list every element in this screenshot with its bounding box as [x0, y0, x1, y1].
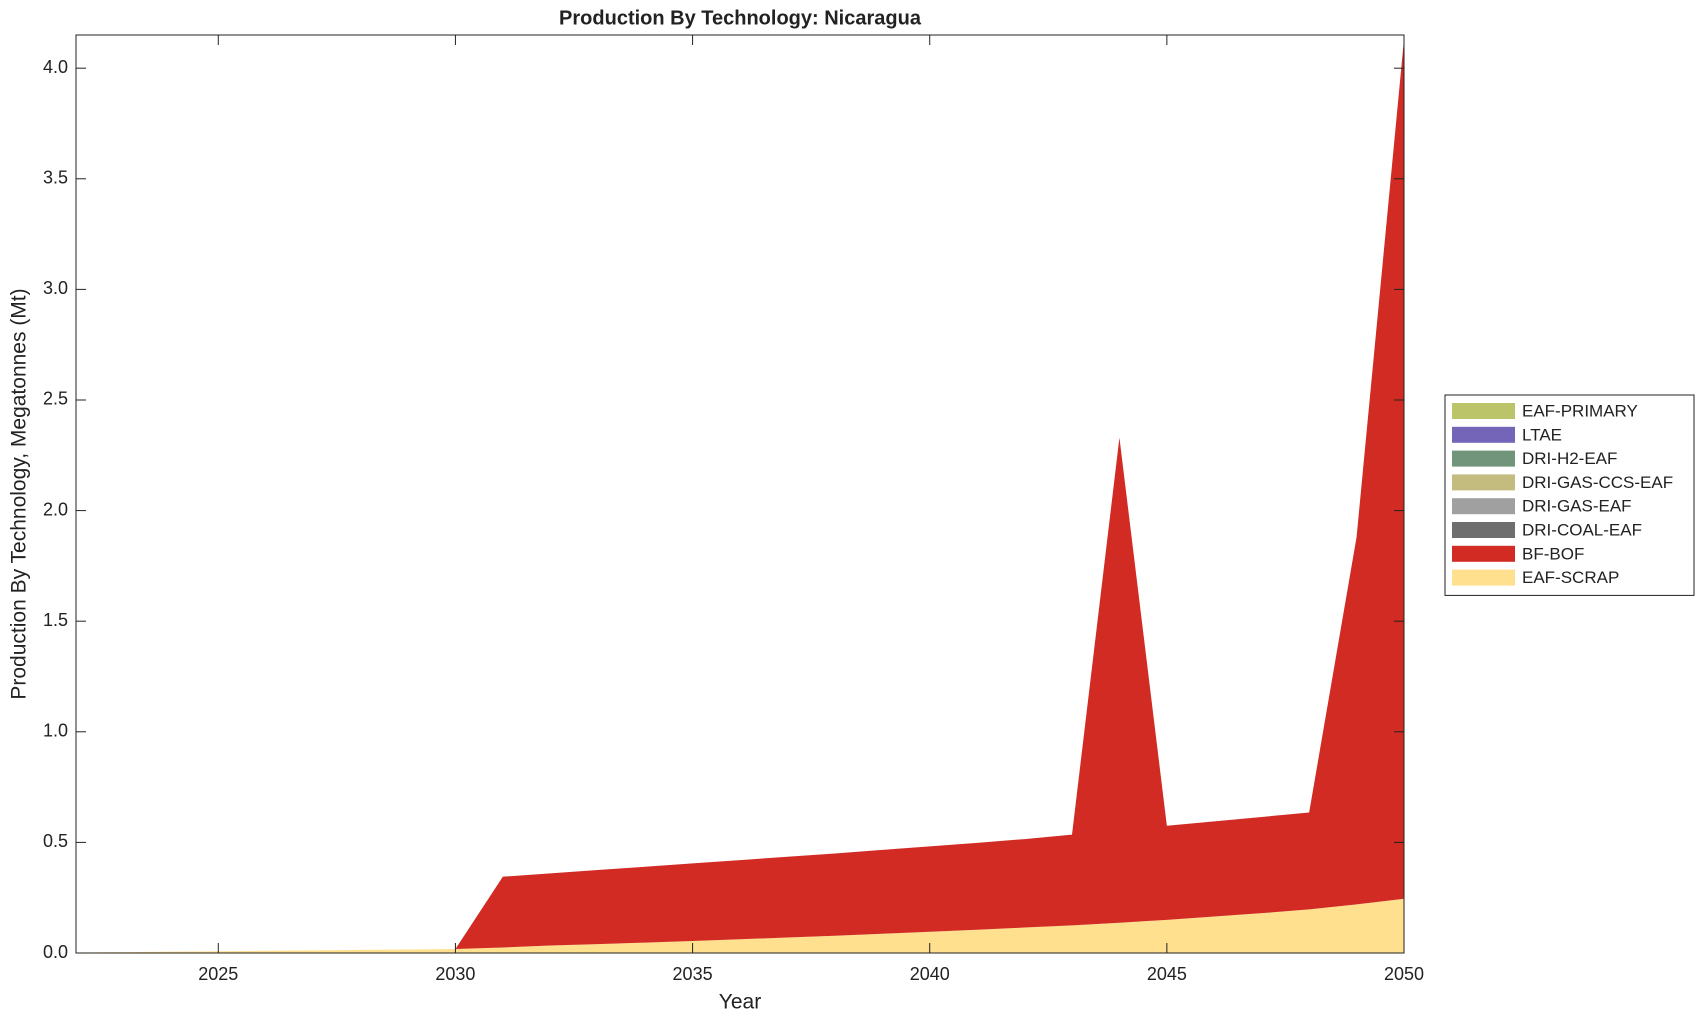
area — [76, 39, 1404, 953]
y-tick-label: 3.0 — [43, 278, 68, 298]
legend-label: DRI-H2-EAF — [1522, 449, 1617, 468]
area — [76, 39, 1404, 953]
area — [76, 39, 1404, 953]
y-tick-label: 4.0 — [43, 57, 68, 77]
legend-swatch — [1452, 474, 1515, 491]
area — [76, 39, 1404, 953]
x-axis-label: Year — [719, 991, 761, 1014]
legend-label: EAF-PRIMARY — [1522, 401, 1638, 420]
legend-swatch — [1452, 569, 1515, 586]
legend-label: DRI-GAS-EAF — [1522, 497, 1632, 516]
x-tick-label: 2045 — [1147, 964, 1187, 984]
legend: EAF-PRIMARY LTAE DRI-H2-EAF DRI-GAS-CCS-EAF… — [1444, 394, 1695, 596]
legend-swatch — [1452, 545, 1515, 562]
legend-swatch — [1452, 522, 1515, 538]
x-tick-label: 2035 — [673, 964, 713, 984]
y-tick-label: 0.5 — [43, 831, 68, 851]
x-tick-label: 2025 — [198, 964, 238, 984]
area — [76, 39, 1404, 953]
y-tick-label: 0.0 — [43, 942, 68, 962]
area — [76, 39, 1404, 953]
legend-label: LTAE — [1522, 425, 1562, 444]
y-tick-label: 2.0 — [43, 499, 68, 519]
plot-frame — [75, 34, 1405, 954]
legend-label: DRI-COAL-EAF — [1522, 520, 1642, 539]
x-tick-label: 2040 — [910, 964, 950, 984]
legend-label: BF-BOF — [1522, 544, 1584, 563]
chart-title: Production By Technology: Nicaragua — [559, 7, 922, 29]
legend-box — [1444, 394, 1695, 596]
legend-swatch — [1452, 498, 1515, 515]
y-tick-label: 3.5 — [43, 168, 68, 188]
legend-swatch — [1452, 403, 1515, 419]
legend-label: DRI-GAS-CCS-EAF — [1522, 473, 1673, 492]
area — [76, 898, 1404, 953]
legend-label: EAF-SCRAP — [1522, 568, 1619, 587]
x-tick-label: 2030 — [435, 964, 475, 984]
y-axis-label: Production By Technology, Megatonnes (Mt… — [8, 288, 31, 699]
area — [76, 39, 1404, 953]
y-tick-label: 1.5 — [43, 610, 68, 630]
x-tick-label: 2050 — [1384, 964, 1424, 984]
y-tick-label: 1.0 — [43, 721, 68, 741]
y-tick-label: 2.5 — [43, 389, 68, 409]
legend-swatch — [1452, 450, 1515, 467]
legend-swatch — [1452, 426, 1515, 443]
